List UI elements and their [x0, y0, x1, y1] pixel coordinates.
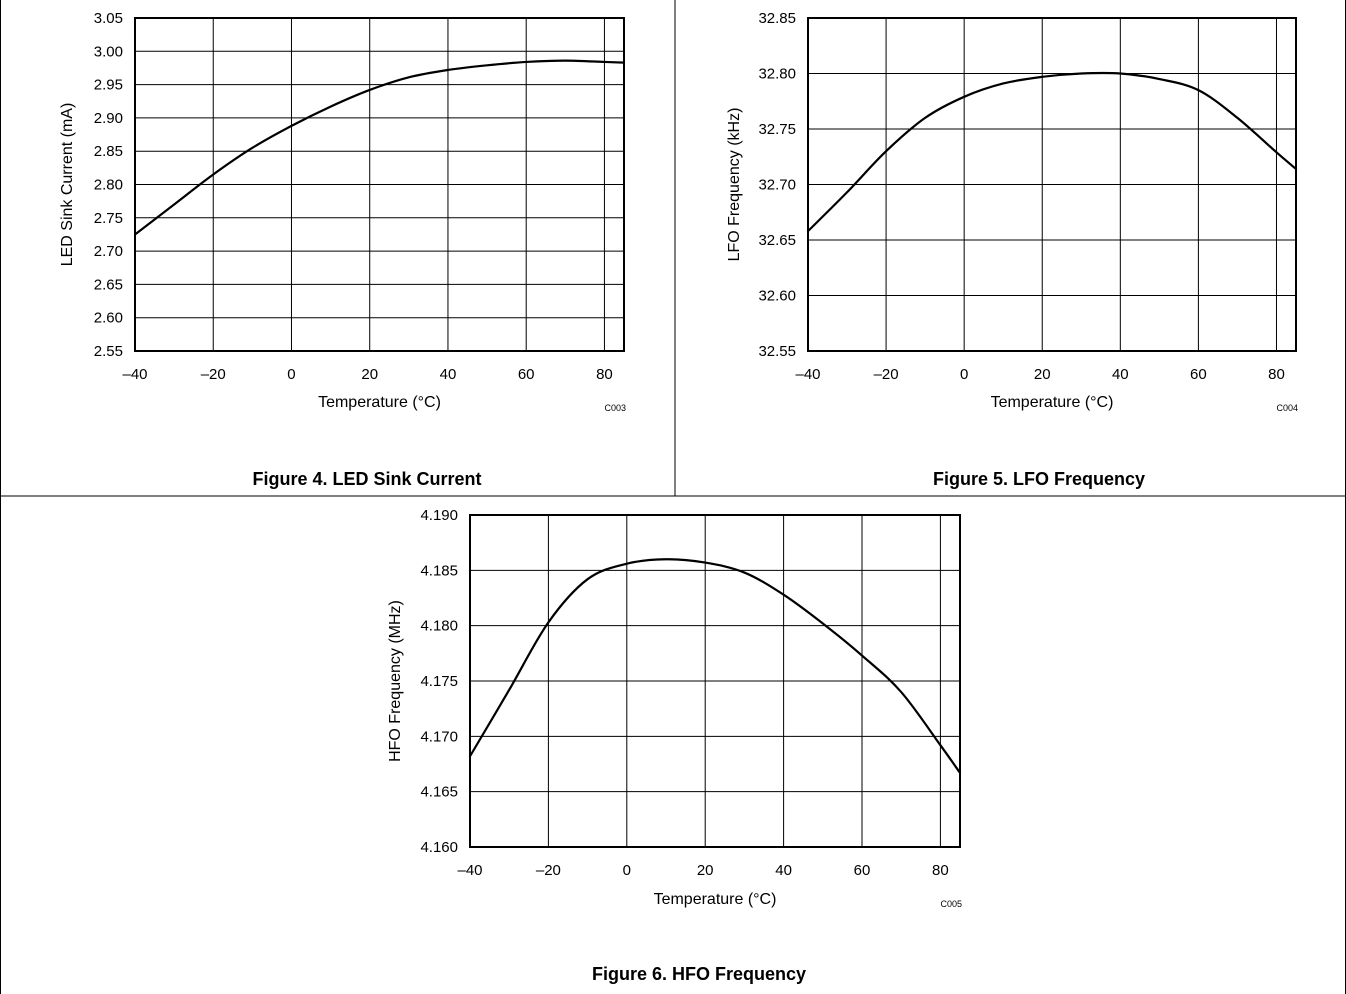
- chart-1-figure-code: C004: [1276, 403, 1298, 413]
- chart-1-x-tick-label: 60: [1190, 366, 1207, 383]
- chart-1-y-axis-label: LFO Frequency (kHz): [726, 108, 743, 262]
- chart-2-y-axis-label: HFO Frequency (MHz): [387, 600, 404, 762]
- chart-0-x-tick-label: –20: [201, 366, 226, 383]
- chart-1-x-axis-label: Temperature (°C): [991, 394, 1114, 411]
- chart-0-x-tick-label: 0: [287, 366, 295, 383]
- chart-2-figure-code: C005: [940, 899, 962, 909]
- chart-1-y-tick-label: 32.60: [758, 288, 796, 305]
- chart-0-figure-code: C003: [604, 403, 626, 413]
- chart-1-y-tick-label: 32.75: [758, 121, 796, 138]
- chart-2-plot-frame: [469, 514, 961, 848]
- chart-0-x-tick-label: 60: [518, 366, 535, 383]
- chart-1-x-tick-label: –20: [874, 366, 899, 383]
- chart-0-figure-caption: Figure 4. LED Sink Current: [252, 469, 481, 489]
- chart-0-y-tick-label: 2.90: [94, 110, 123, 127]
- led-sink-current-chart: –40 –20 0 20 40 60 80 2.55 2.60 2.65 2.70 2.75 2.80 2…: [59, 10, 626, 489]
- chart-2-y-tick-label: 4.175: [420, 673, 458, 690]
- chart-2-x-tick-label: 60: [854, 862, 871, 879]
- chart-0-y-tick-label: 2.85: [94, 143, 123, 160]
- chart-0-y-tick-label: 2.75: [94, 210, 123, 227]
- chart-2-y-tick-label: 4.170: [420, 728, 458, 745]
- chart-1-x-tick-label: 0: [960, 366, 968, 383]
- chart-0-x-tick-label: 20: [361, 366, 378, 383]
- lfo-frequency-chart: –40 –20 0 20 40 60 80 32.55 32.60 32.65 32.70 32.75…: [726, 10, 1298, 489]
- chart-0-y-tick-label: 2.55: [94, 343, 123, 360]
- chart-2-y-tick-label: 4.190: [420, 507, 458, 524]
- chart-2-x-tick-label: 80: [932, 862, 949, 879]
- chart-0-y-tick-label: 2.80: [94, 177, 123, 194]
- chart-2-y-tick-label: 4.180: [420, 618, 458, 635]
- chart-1-y-tick-label: 32.80: [758, 66, 796, 83]
- chart-2-x-tick-label: 20: [697, 862, 714, 879]
- chart-2-y-tick-label: 4.165: [420, 784, 458, 801]
- chart-2-x-axis-label: Temperature (°C): [654, 891, 777, 908]
- chart-0-y-tick-label: 2.60: [94, 310, 123, 327]
- chart-1-y-tick-label: 32.65: [758, 232, 796, 249]
- chart-0-y-tick-label: 3.00: [94, 43, 123, 60]
- chart-2-x-tick-label: 40: [775, 862, 792, 879]
- chart-0-x-axis-label: Temperature (°C): [318, 394, 441, 411]
- chart-1-x-tick-label: 20: [1034, 366, 1051, 383]
- chart-1-plot-frame: [807, 17, 1297, 352]
- chart-1-x-tick-label: 40: [1112, 366, 1129, 383]
- chart-2-y-tick-label: 4.160: [420, 839, 458, 856]
- chart-0-x-tick-label: –40: [122, 366, 147, 383]
- chart-1-figure-caption: Figure 5. LFO Frequency: [933, 469, 1145, 489]
- hfo-frequency-chart: –40 –20 0 20 40 60 80 4.160 4.165 4.170 4.175 4.180…: [387, 507, 962, 984]
- chart-1-y-tick-label: 32.85: [758, 10, 796, 27]
- chart-0-x-tick-label: 40: [440, 366, 457, 383]
- chart-0-y-axis-label: LED Sink Current (mA): [59, 103, 76, 267]
- chart-1-y-tick-label: 32.70: [758, 177, 796, 194]
- chart-0-y-tick-label: 2.95: [94, 77, 123, 94]
- chart-0-plot-frame: [134, 17, 625, 352]
- chart-2-x-tick-label: –40: [457, 862, 482, 879]
- chart-0-x-tick-label: 80: [596, 366, 613, 383]
- chart-0-series-line: [133, 59, 626, 236]
- chart-1-series-line: [806, 71, 1298, 233]
- chart-0-y-tick-label: 2.70: [94, 243, 123, 260]
- chart-2-figure-caption: Figure 6. HFO Frequency: [592, 964, 806, 984]
- chart-1-x-tick-label: 80: [1268, 366, 1285, 383]
- chart-1-x-tick-label: –40: [795, 366, 820, 383]
- chart-2-y-tick-label: 4.185: [420, 562, 458, 579]
- chart-1-y-tick-label: 32.55: [758, 343, 796, 360]
- chart-2-x-tick-label: 0: [623, 862, 631, 879]
- chart-0-y-tick-label: 2.65: [94, 276, 123, 293]
- chart-2-series-line: [468, 558, 962, 774]
- chart-0-y-tick-label: 3.05: [94, 10, 123, 27]
- chart-2-x-tick-label: –20: [536, 862, 561, 879]
